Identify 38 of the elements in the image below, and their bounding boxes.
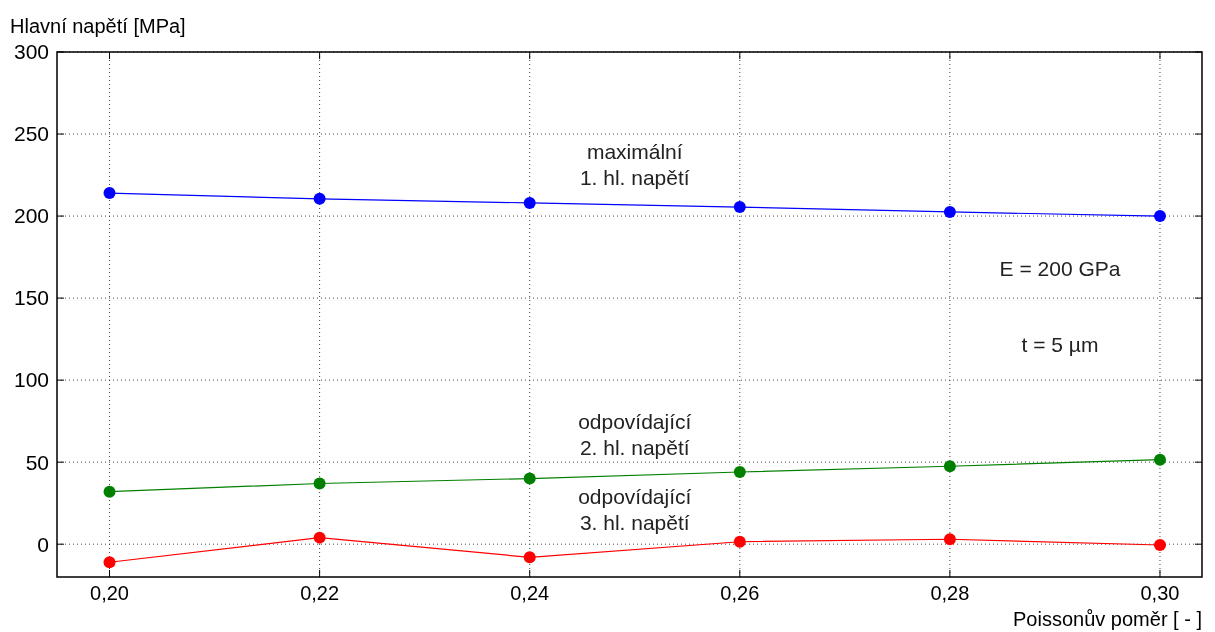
point bbox=[733, 535, 746, 548]
point bbox=[1153, 539, 1166, 552]
x-tick-label: 0,30 bbox=[1140, 582, 1180, 604]
point bbox=[103, 187, 116, 200]
point bbox=[313, 531, 326, 544]
x-tick-label: 0,28 bbox=[930, 582, 970, 604]
point bbox=[1153, 453, 1166, 466]
point bbox=[733, 201, 746, 214]
point bbox=[103, 485, 116, 498]
y-tick-label: 50 bbox=[25, 450, 49, 474]
x-axis-title: Poissonův poměr [ - ] bbox=[1013, 608, 1202, 630]
point bbox=[1153, 210, 1166, 223]
y-axis-title: Hlavní napětí [MPa] bbox=[10, 15, 186, 37]
x-tick-label: 0,22 bbox=[300, 582, 340, 604]
point bbox=[523, 551, 536, 564]
point bbox=[943, 533, 956, 546]
point bbox=[523, 196, 536, 209]
annotation: t = 5 µm bbox=[1021, 333, 1099, 357]
y-tick-label: 300 bbox=[13, 40, 49, 64]
point bbox=[523, 472, 536, 485]
x-tick-label: 0,26 bbox=[720, 582, 760, 604]
point bbox=[103, 556, 116, 569]
point bbox=[943, 205, 956, 218]
series-label: odpovídající 3. hl. napětí bbox=[578, 484, 692, 534]
point bbox=[313, 192, 326, 205]
y-tick-label: 100 bbox=[13, 368, 49, 392]
y-tick-label: 200 bbox=[13, 204, 49, 228]
series-label: maximální 1. hl. napětí bbox=[579, 139, 690, 189]
x-tick-label: 0,24 bbox=[510, 582, 550, 604]
point bbox=[943, 460, 956, 473]
y-tick-label: 250 bbox=[13, 122, 49, 146]
x-tick-label: 0,20 bbox=[90, 582, 129, 604]
y-tick-label: 150 bbox=[13, 286, 49, 310]
annotation: E = 200 GPa bbox=[999, 257, 1121, 281]
y-tick-label: 0 bbox=[37, 532, 49, 556]
point bbox=[733, 466, 746, 478]
point bbox=[313, 477, 326, 490]
series-label: odpovídající 2. hl. napětí bbox=[578, 410, 692, 460]
